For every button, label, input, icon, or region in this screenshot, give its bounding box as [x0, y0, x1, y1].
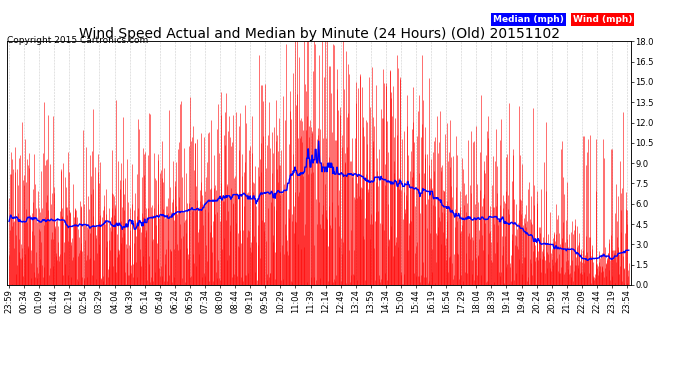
- Title: Wind Speed Actual and Median by Minute (24 Hours) (Old) 20151102: Wind Speed Actual and Median by Minute (…: [79, 27, 560, 41]
- Text: Copyright 2015 Cartronics.com: Copyright 2015 Cartronics.com: [7, 36, 148, 45]
- Text: Median (mph): Median (mph): [493, 15, 564, 24]
- Text: Wind (mph): Wind (mph): [573, 15, 632, 24]
